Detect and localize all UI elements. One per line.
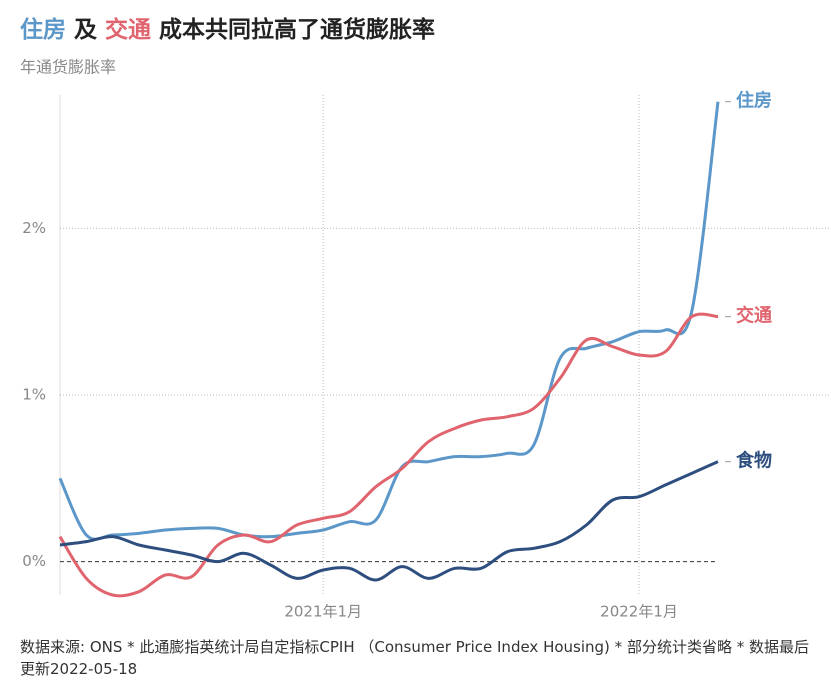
y-tick-label: 2% — [22, 219, 46, 237]
legend-label: 食物 — [735, 450, 772, 472]
source-note: 数据来源: ONS * 此通膨指英统计局自定指标CPIH （Consumer P… — [20, 638, 809, 678]
chart-subtitle: 年通货膨胀率 — [20, 58, 116, 77]
x-tick-label: 2021年1月 — [284, 603, 362, 621]
series-line — [59, 460, 719, 582]
y-tick-label: 0% — [22, 552, 46, 570]
legend-label: 交通 — [736, 305, 772, 327]
y-tick-label: 1% — [22, 386, 46, 404]
series-line — [58, 312, 719, 598]
series-line — [58, 101, 720, 541]
title-part: 交通 — [105, 16, 151, 43]
x-tick-label: 2022年1月 — [600, 603, 678, 621]
title-part: 及 — [74, 17, 97, 43]
chart: 住房及交通 成本共同拉高了通货膨胀率 年通货膨胀率 0%1%2%2021年1月 20… — [20, 16, 831, 621]
title-part: 成本共同拉高了通货膨胀率 — [159, 16, 435, 43]
title-part: 住房 — [20, 16, 66, 43]
chart-title: 住房及交通 成本共同拉高了通货膨胀率 — [20, 16, 435, 43]
legend-label: 住房 — [736, 90, 772, 112]
